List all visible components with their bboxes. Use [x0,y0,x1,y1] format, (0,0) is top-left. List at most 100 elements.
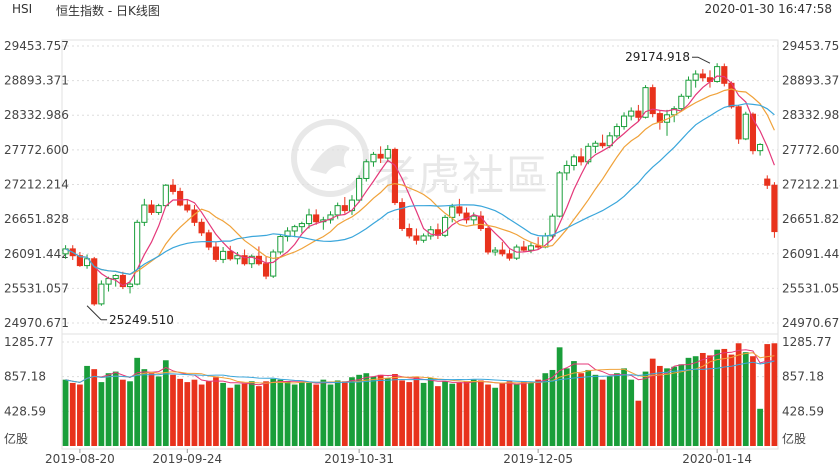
price-tick-label-right: 24970.671 [782,316,840,330]
volume-tick-label-right: 857.18 [782,370,824,384]
candle-body [241,255,248,265]
candle-body [613,126,620,137]
candle-body [492,249,499,253]
chart-title: 恒生指数 - 日K线图 [56,4,160,18]
volume-bar [549,369,556,446]
volume-bar [463,381,470,446]
candle-body [370,153,377,163]
volume-bar [313,384,320,446]
volume-bar [485,384,491,446]
volume-bar [270,378,277,446]
volume-bar [750,356,756,446]
price-tick-label-right: 25531.057 [782,281,840,295]
volume-bar [714,349,721,446]
volume-tick-label-left: 857.18 [4,370,46,384]
volume-bar [392,374,398,446]
volume-bar [370,376,377,446]
volume-bar [177,378,184,446]
volume-bar [77,384,83,446]
volume-bar [427,378,434,446]
candle-body [578,156,585,163]
volume-bar [277,379,284,446]
candle-body [284,230,291,238]
volume-bar [692,356,699,446]
volume-bar [127,381,133,446]
candle-body [620,115,628,128]
candle-body [592,142,599,147]
volume-bar [112,371,119,446]
candle-body [527,245,535,251]
volume-tick-label-right: 428.59 [782,404,824,418]
candle-body [184,204,191,211]
symbol-label: HSI [12,2,33,16]
volume-bar [349,377,355,446]
price-tick-label-left: 26651.828 [4,212,69,226]
volume-bar [642,371,649,446]
candle-body [169,184,177,192]
volume-unit-left: 亿股 [4,431,28,446]
ma5-line [65,75,775,287]
price-tick-label-right: 28332.986 [782,108,840,122]
candle-body [563,164,570,174]
volume-tick-label-left: 1285.77 [4,335,54,349]
volume-bar [291,384,298,446]
candle-body [141,204,148,223]
candle-body [334,205,341,216]
price-tick-label-right: 26091.442 [782,247,840,261]
candle-body [757,143,764,152]
volume-bar [435,386,441,446]
volume-bar [571,361,577,446]
volume-bar [327,384,334,446]
volume-bar [585,369,592,446]
timestamp: 2020-01-30 16:47:58 [704,2,832,16]
volume-bar [134,357,141,446]
volume-bar [384,378,391,446]
volume-bar [141,369,148,446]
volume-bar [685,357,692,446]
price-tick-label-right: 26651.828 [782,212,840,226]
low-annotation-leader [86,305,102,321]
candle-body [628,110,635,117]
candle-body [363,161,370,179]
volume-bar [499,382,506,446]
candle-body [384,148,391,159]
price-tick-label-left: 28332.986 [4,108,69,122]
volume-bar [155,376,162,446]
volume-bar [220,382,226,446]
volume-bar [413,377,420,446]
volume-bar [356,374,363,446]
candle-body [119,274,126,288]
candle-body [262,263,270,277]
volume-bar [170,374,176,446]
volume-bar [649,358,656,446]
volume-bar [69,382,76,446]
candle-body [212,246,220,260]
volume-bar [735,343,742,446]
candle-body [406,228,413,237]
volume-bar [556,347,563,446]
candle-body [305,214,313,225]
price-tick-label-left: 26091.442 [4,247,69,261]
volume-bar [656,365,663,446]
volume-ma20-line [65,360,775,384]
candle-body [83,258,91,267]
candle-body [477,215,484,230]
volume-bar [148,373,155,446]
price-tick-label-right: 29453.757 [782,39,840,53]
date-tick-label: 2020-01-14 [682,452,752,466]
candle-body [499,249,506,255]
volume-bar [334,380,341,446]
volume-bar [757,408,763,446]
volume-bar [406,382,413,446]
price-tick-label-right: 27212.214 [782,178,840,192]
price-tick-label-left: 29453.757 [4,39,69,53]
candle-body [692,73,699,81]
date-tick-label: 2019-08-20 [45,452,115,466]
volume-bar [205,381,212,446]
candle-body [520,246,527,251]
volume-bar [513,384,520,446]
volume-bar [363,373,370,446]
candle-body [277,236,284,253]
high-annotation-leader [697,56,711,64]
candle-body [399,202,406,230]
